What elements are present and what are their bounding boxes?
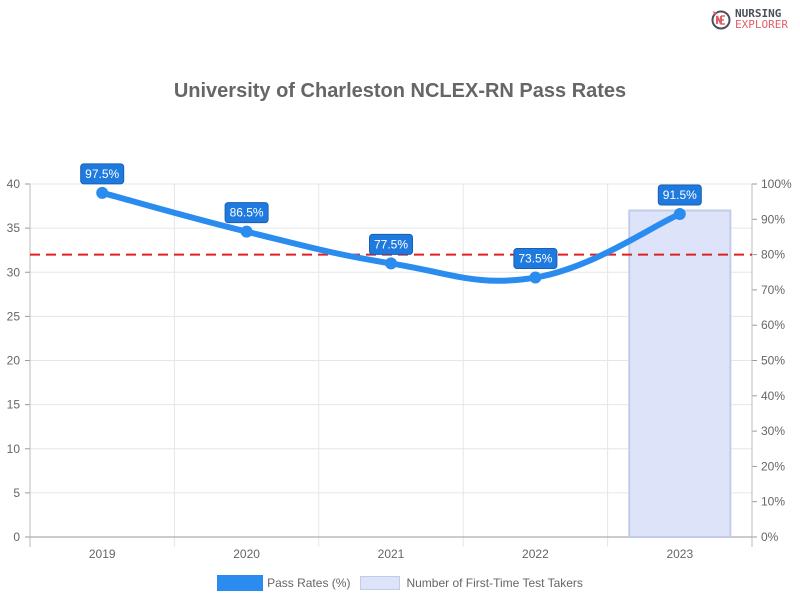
- data-label: [80, 163, 125, 185]
- left-axis-tick: 40: [7, 177, 21, 191]
- bar-test-takers[interactable]: [628, 209, 732, 538]
- data-label: [513, 248, 558, 270]
- legend-swatch-pass-rates[interactable]: [217, 575, 264, 591]
- data-label-text: 73.5%: [518, 252, 552, 266]
- right-axis-tick: 90%: [761, 212, 785, 226]
- x-axis-tick: 2019: [89, 547, 116, 561]
- pass-rate-point[interactable]: [240, 225, 253, 238]
- data-label-text: 77.5%: [374, 237, 408, 251]
- left-axis-tick: 5: [13, 486, 20, 500]
- data-label: [657, 184, 702, 206]
- nursing-explorer-logo-icon: [711, 10, 731, 30]
- legend-label-test-takers[interactable]: Number of First-Time Test Takers: [406, 576, 583, 590]
- right-axis-tick: 70%: [761, 283, 785, 297]
- pass-rate-point[interactable]: [96, 186, 109, 199]
- right-axis-tick: 20%: [761, 459, 785, 473]
- chart-title: University of Charleston NCLEX-RN Pass R…: [173, 80, 627, 102]
- x-axis-tick: 2022: [522, 547, 549, 561]
- brand-logo: NURSING EXPLORER: [710, 8, 788, 30]
- x-axis-tick: 2023: [666, 547, 693, 561]
- right-axis-tick: 10%: [761, 495, 785, 509]
- right-axis-tick: 30%: [761, 424, 785, 438]
- right-axis-tick: 100%: [761, 177, 792, 191]
- right-axis-tick: 40%: [761, 389, 785, 403]
- left-axis-tick: 20: [7, 354, 21, 368]
- data-label-text: 97.5%: [85, 167, 119, 181]
- right-axis-tick: 50%: [761, 354, 785, 368]
- x-axis-tick: 2021: [378, 547, 405, 561]
- left-axis-tick: 25: [7, 309, 21, 323]
- pass-rate-point[interactable]: [385, 257, 397, 270]
- left-axis-tick: 30: [7, 265, 21, 279]
- left-axis-tick: 10: [7, 442, 21, 456]
- brand-line2: EXPLORER: [735, 18, 788, 31]
- left-axis-tick: 35: [7, 221, 21, 235]
- legend-label-pass-rates[interactable]: Pass Rates (%): [267, 576, 351, 590]
- chart-legend: Pass Rates (%) Number of First-Time Test…: [0, 575, 800, 591]
- left-axis-tick: 15: [7, 398, 21, 412]
- data-label: [369, 233, 413, 255]
- data-label-text: 91.5%: [663, 188, 697, 202]
- x-axis-tick: 2020: [233, 547, 260, 561]
- right-axis-tick: 80%: [761, 248, 785, 262]
- data-label-text: 86.5%: [230, 206, 264, 220]
- brand-line1: NURSING: [735, 7, 782, 20]
- data-label: [224, 202, 269, 224]
- left-axis-tick: 0: [13, 530, 20, 544]
- right-axis-tick: 60%: [761, 318, 785, 332]
- legend-swatch-test-takers[interactable]: [360, 576, 401, 590]
- right-axis-tick: 0%: [761, 530, 779, 544]
- pass-rate-point[interactable]: [673, 208, 686, 221]
- pass-rate-point[interactable]: [529, 271, 542, 284]
